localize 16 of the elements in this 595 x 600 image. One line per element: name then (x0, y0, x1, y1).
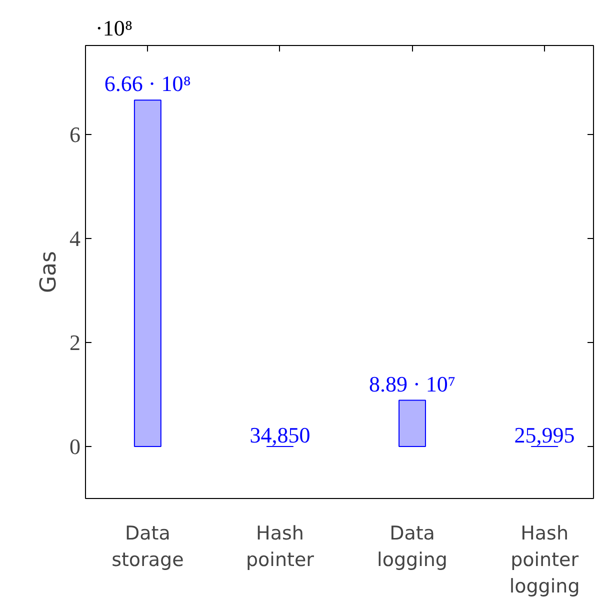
y-tick-label: 2 (70, 330, 80, 355)
annotation: 8.89 · 10⁷ (369, 371, 456, 396)
x-tick-label: Data storage (112, 522, 184, 571)
y-tick-label: 6 (70, 122, 80, 147)
y-tick-label: 4 (70, 226, 80, 251)
x-tick-label: Hash pointer logging (509, 522, 580, 598)
y-axis-title: Gas (36, 250, 62, 293)
x-tick-label: Hash pointer (246, 522, 314, 571)
text: ·10⁸ (96, 16, 132, 40)
bar (134, 100, 162, 447)
annotation: 34,850 (250, 422, 310, 448)
y-tick-label: 0 (70, 434, 80, 459)
annotation: 25,995 (514, 422, 575, 448)
x-tick-label: Data logging (377, 522, 448, 571)
bar (398, 400, 426, 447)
annotation: 6.66 · 10⁸ (104, 71, 191, 96)
